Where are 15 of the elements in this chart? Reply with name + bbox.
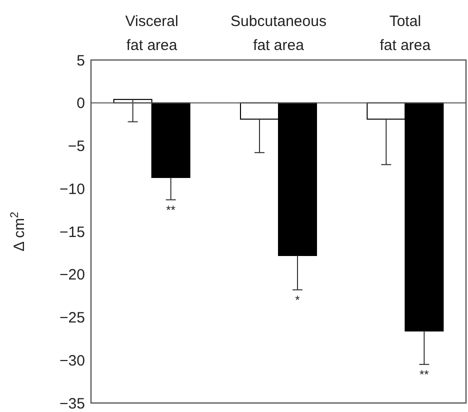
y-tick-label: −5 xyxy=(68,138,85,155)
y-tick-label: 0 xyxy=(76,95,85,112)
y-tick-label: −30 xyxy=(60,352,85,370)
x-tick-label: Subcutaneous fat area xyxy=(230,13,326,54)
y-tick-label: −35 xyxy=(60,395,85,412)
y-tick-label: −25 xyxy=(60,310,85,326)
annotation: ** xyxy=(166,202,176,217)
y-tick-label: 5 xyxy=(76,52,85,70)
y-tick-label: −20 xyxy=(60,266,85,284)
y-tick-label: −15 xyxy=(60,224,85,241)
annotation: * xyxy=(295,292,300,307)
x-tick-label: Total fat area xyxy=(380,13,432,54)
x-tick-label: Visceral fat area xyxy=(125,13,178,54)
y-tick-label: −10 xyxy=(60,180,85,198)
annotation: ** xyxy=(420,367,430,382)
